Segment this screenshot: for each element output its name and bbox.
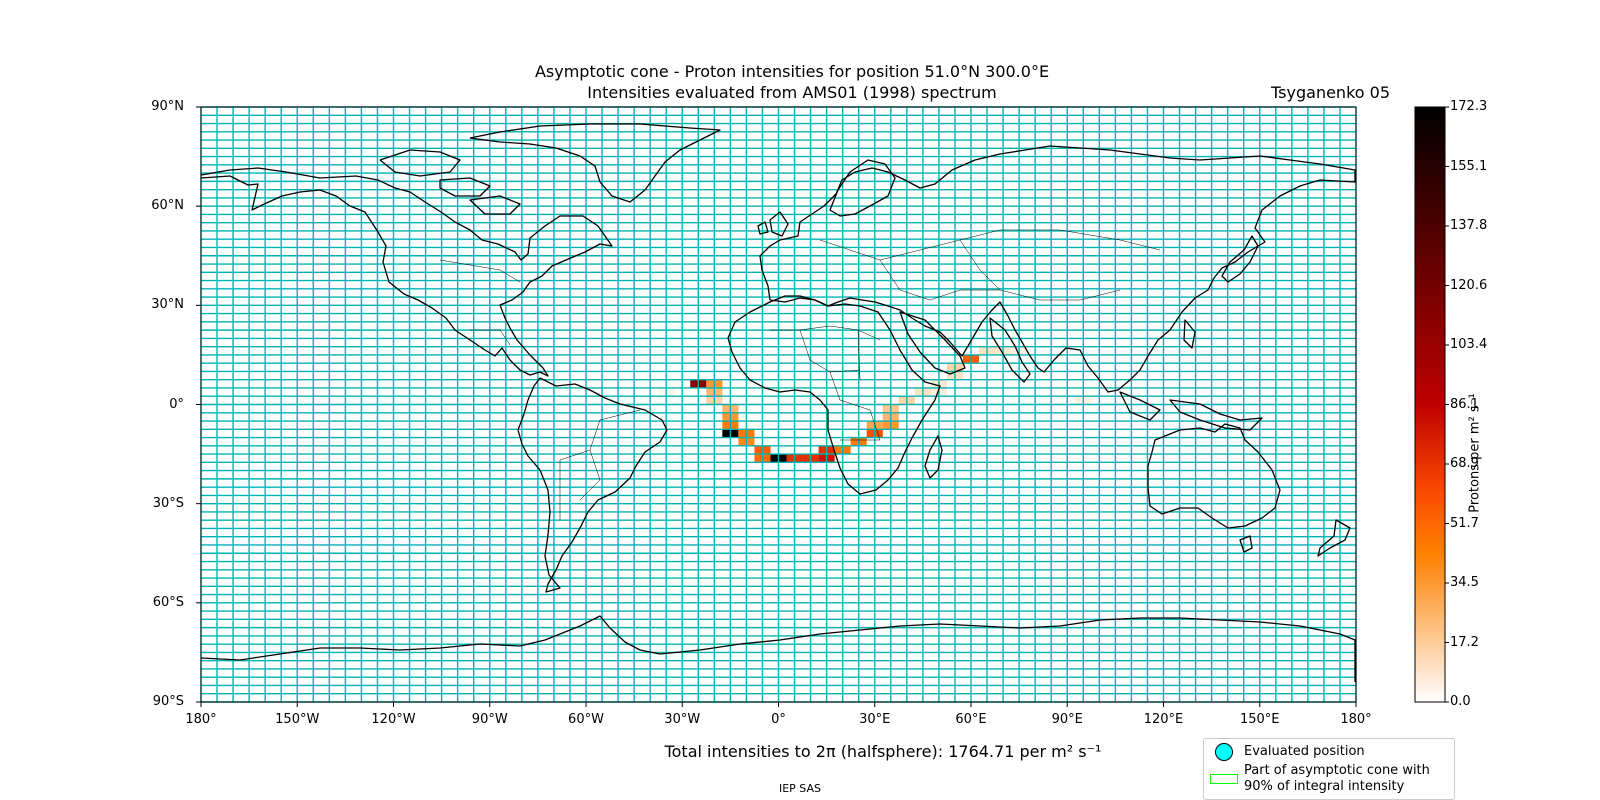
x-tick-label: 30°E (859, 712, 891, 727)
evaluated-position-marker-icon (1215, 743, 1233, 761)
x-tick-label: 150°W (275, 712, 320, 727)
cell-grid (200, 106, 1357, 703)
x-tick-label: 150°E (1239, 712, 1280, 727)
colorbar-tick-label: 17.2 (1450, 634, 1479, 650)
y-tick-label: 0° (169, 396, 184, 412)
colorbar-tick-label: 68.9 (1450, 456, 1479, 471)
y-tick-label: 90°S (152, 694, 184, 709)
x-tick-label: 90°W (471, 712, 508, 727)
cone-area-marker-icon (1210, 774, 1238, 784)
arabia-india-coast (899, 311, 1031, 383)
coastlines (200, 123, 1356, 682)
japan-coast (1221, 235, 1259, 283)
colorbar-tick-label: 172.3 (1450, 99, 1488, 114)
antarctica-coast (200, 615, 1356, 682)
south-america-coast (517, 377, 668, 593)
scandinavia-coast (829, 159, 896, 217)
legend-label-cone-line1: Part of asymptotic cone with (1244, 763, 1430, 778)
colorbar-tick-label: 103.4 (1450, 337, 1488, 352)
africa-coast (727, 295, 941, 495)
new-zealand-coast (1317, 519, 1351, 557)
colorbar-tick-label: 120.6 (1450, 277, 1488, 293)
y-tick-label: 60°S (152, 594, 184, 610)
legend-item-cone: Part of asymptotic cone with 90% of inte… (1204, 763, 1430, 795)
x-tick-label: 90°E (1051, 712, 1083, 727)
total-intensity-text: Total intensities to 2π (halfsphere): 17… (664, 742, 1102, 761)
y-tick-label: 30°N (151, 297, 184, 313)
colorbar-title: Protons per m² s⁻¹ (1467, 393, 1483, 513)
greenland-coast (469, 123, 721, 203)
colorbar-scale (1414, 106, 1446, 703)
legend-item-evaluated: Evaluated position (1204, 743, 1365, 761)
x-tick-label: 120°E (1143, 712, 1184, 727)
x-tick-label: 30°W (664, 712, 701, 727)
y-tick-label: 90°N (151, 99, 184, 114)
colorbar-tick-label: 51.7 (1450, 515, 1479, 531)
axis-ticks (196, 106, 1357, 707)
x-tick-label: 0° (771, 712, 786, 727)
north-america-coast (200, 167, 613, 377)
legend-label-evaluated: Evaluated position (1244, 744, 1365, 759)
x-tick-label: 120°W (371, 712, 416, 727)
australia-coast (1147, 423, 1281, 553)
colorbar-tick-label: 86.1 (1450, 396, 1479, 412)
british-isles-coast (757, 211, 789, 237)
colorbar-tick-label: 137.8 (1450, 218, 1488, 233)
colorbar-tick-label: 0.0 (1450, 694, 1471, 709)
se-asia-islands-coast (1119, 319, 1263, 431)
colorbar-tick-label: 34.5 (1450, 575, 1479, 590)
arctic-islands-coast (379, 149, 521, 215)
madagascar-coast (924, 435, 943, 479)
country-borders (439, 229, 1161, 520)
colorbar (1414, 106, 1449, 703)
y-tick-label: 60°N (151, 198, 184, 214)
x-tick-label: 180° (1340, 712, 1372, 727)
legend-label-cone-line2: 90% of integral intensity (1244, 779, 1405, 794)
colorbar-tick-label: 155.1 (1450, 158, 1488, 174)
legend: Evaluated position Part of asymptotic co… (1203, 738, 1455, 800)
y-tick-label: 30°S (152, 495, 184, 511)
border-lines (439, 229, 1161, 520)
x-tick-label: 60°W (568, 712, 604, 727)
x-tick-label: 60°E (955, 712, 987, 727)
credit-text: IEP SAS (778, 782, 822, 795)
chart-title: Asymptotic cone - Proton intensities for… (534, 62, 1050, 81)
x-tick-label: 180° (185, 712, 217, 727)
chart-subtitle: Intensities evaluated from AMS01 (1998) … (587, 83, 997, 102)
eurasia-coast (759, 145, 1356, 393)
model-label: Tsyganenko 05 (1271, 83, 1390, 102)
